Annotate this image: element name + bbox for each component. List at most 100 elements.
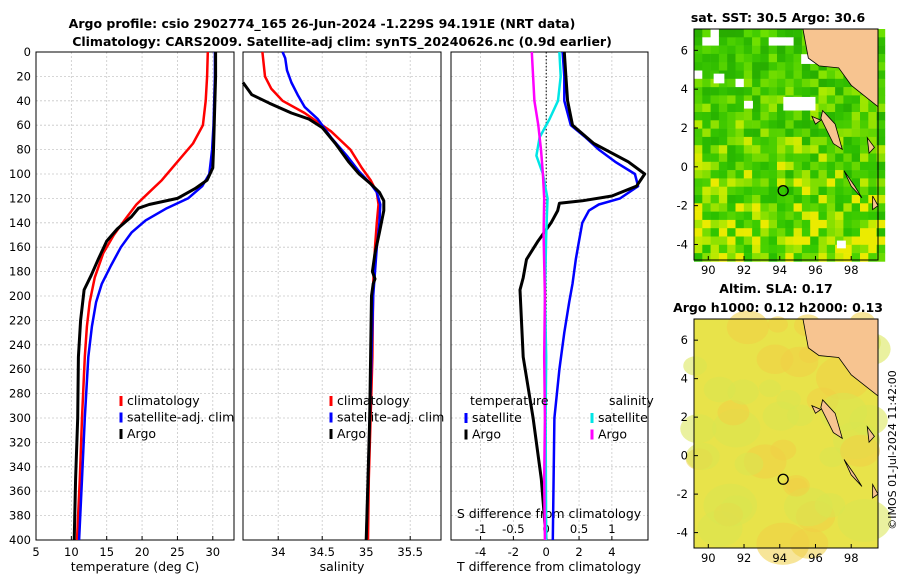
y-tick-label: -2 [677,199,688,213]
sst-cell [793,87,803,96]
sst-cell [835,95,844,104]
sst-cell [876,211,886,221]
sst-cell [735,62,745,71]
sst-cell [710,103,720,113]
sla-blob [680,414,717,444]
sst-cell [826,170,836,179]
legend-title-temperature: temperature [470,393,549,408]
sst-cell [760,95,769,104]
sst-cell [768,153,778,163]
sst-cell [851,170,861,179]
sst-cell [718,170,728,179]
sst-cell [843,128,852,138]
sst-cell [843,78,852,88]
island [820,109,843,151]
sla-map-panel: 90 92 94 96 98 -4 -2 0 2 4 6 Altim. SLA: 0.17 Argo h… [673,281,892,565]
cloud-gap [783,96,816,111]
sst-cell [702,95,711,104]
sst-cell [785,120,794,129]
sst-cell [694,120,703,129]
sst-cell [768,244,778,254]
diff-legend-salinity-label: satellite [598,410,648,425]
sst-cell [718,87,728,96]
sst-cell [768,195,778,204]
sst-cell [760,45,769,55]
sst-cell [785,161,794,171]
sst-cell [727,178,736,187]
sst-cell [851,136,861,146]
sst-cell [868,211,877,221]
sst-cell [702,120,711,129]
sst-cell [785,112,794,121]
sst-cell [760,128,769,138]
y-tick-label: 40 [16,94,31,108]
sst-cell [777,211,786,221]
sst-cell [702,228,711,237]
x-tick-label: 20 [135,545,150,559]
sst-cell [777,29,786,38]
sst-cell [752,186,761,196]
sst-cell [860,128,869,138]
sst-cell [710,53,720,63]
sst-cell [777,37,786,46]
sst-cell [694,211,703,221]
sst-cell [735,153,745,163]
sst-cell [835,145,844,154]
sst-cell [768,236,778,246]
sst-cell [718,228,728,237]
sst-cell [710,136,720,146]
y-tick-label: 240 [9,338,31,352]
sst-cell [818,203,828,212]
sst-cell [743,128,753,138]
sst-cell [835,170,844,179]
sst-cell [727,195,736,204]
sst-cell [793,236,803,246]
sst-cell [793,78,803,88]
y-tick-label: 360 [9,484,31,498]
sst-cell [694,236,703,246]
sst-cell [735,219,745,229]
sst-cell [801,253,811,262]
sst-cell [727,120,736,129]
sst-cell [793,203,803,212]
sst-cell [810,170,819,179]
sst-cell [876,95,886,104]
sst-cell [843,145,852,154]
series-line-satellite-adj-clim [77,52,217,541]
sst-cell [876,29,886,38]
sst-cell [743,228,753,237]
y-tick-label: 6 [681,43,688,57]
sst-cell [785,53,794,63]
sst-cell [785,170,794,179]
sst-cell [694,186,703,196]
sst-cell [768,120,778,129]
sst-cell [710,203,720,212]
sst-cell [718,62,728,71]
sst-cell [743,178,753,187]
sst-cell [843,228,852,237]
sst-cell [752,136,761,146]
sst-cell [818,253,828,262]
sst-cell [760,203,769,212]
sst-cell [760,29,769,38]
sst-cell [710,62,720,71]
sst-cell [876,178,886,187]
sst-cell [735,87,745,96]
sst-cell [718,136,728,146]
sst-cell [752,112,761,121]
x-tick-label-salinity: 0.5 [570,522,588,536]
x-tick-label: 10 [64,545,79,559]
sst-cell [801,195,811,204]
sst-cell [785,195,794,204]
sst-cell [727,62,736,71]
y-tick-label: 280 [9,387,31,401]
sst-cell [752,236,761,246]
sst-cell [777,87,786,96]
sst-cell [718,128,728,138]
sst-cell [735,53,745,63]
sla-blob [780,346,819,378]
sst-cell [768,136,778,146]
sst-cell [735,145,745,154]
sst-cell [727,236,736,246]
sst-cell [702,62,711,71]
